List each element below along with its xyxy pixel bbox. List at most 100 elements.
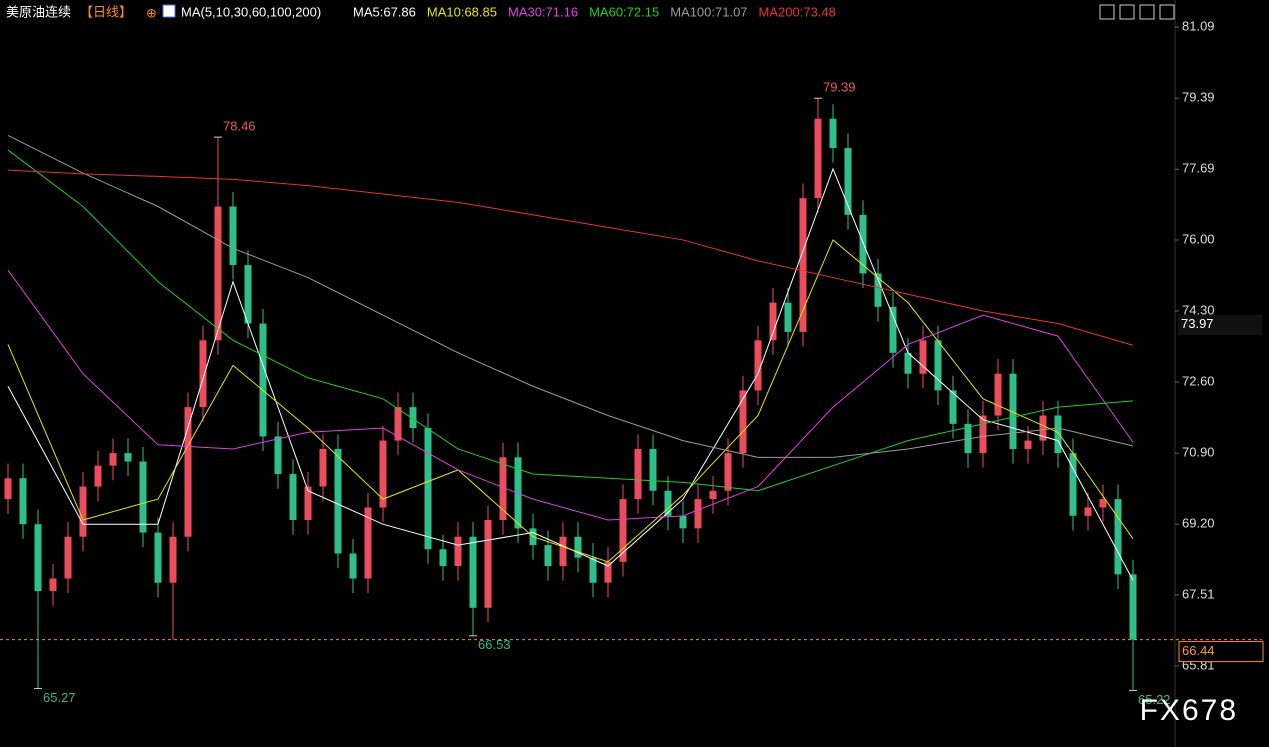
tool-button[interactable] (1099, 4, 1115, 20)
tool-button[interactable] (1119, 4, 1135, 20)
candle-body (754, 340, 762, 391)
candle-body (919, 340, 927, 374)
candle-body (1114, 499, 1122, 575)
candle-body (739, 390, 747, 454)
candle-body (949, 390, 957, 424)
candle-body (874, 273, 882, 307)
chart-icon[interactable] (162, 4, 176, 18)
candle-body (244, 265, 252, 324)
candle-body (979, 415, 987, 454)
candle-body (724, 453, 732, 491)
marker-box (1178, 314, 1262, 335)
candle-body (4, 478, 12, 500)
candle-body (679, 515, 687, 529)
legend-entry: MA60:72.15 (589, 4, 659, 19)
price-label: 66.44 (1182, 643, 1215, 658)
candle-body (709, 490, 717, 500)
candle-body (454, 536, 462, 566)
ma-line (7, 239, 1134, 563)
candle-body (1054, 415, 1062, 454)
candle-body (994, 373, 1002, 416)
tool-button[interactable] (1139, 4, 1155, 20)
candle-body (694, 499, 702, 529)
candle-body (394, 407, 402, 441)
y-tick-label: 69.20 (1182, 516, 1215, 531)
legend-entry: MA30:71.16 (508, 4, 578, 19)
candle-body (94, 465, 102, 487)
candle-body (109, 453, 117, 466)
candle-body (259, 323, 267, 437)
candle-body (559, 536, 567, 566)
candle-body (184, 407, 192, 537)
y-tick-label: 76.00 (1182, 231, 1215, 246)
y-tick-label: 70.90 (1182, 445, 1215, 460)
candle-body (889, 306, 897, 353)
candle-body (664, 490, 672, 516)
candle-body (19, 478, 27, 525)
candle-body (1129, 574, 1137, 640)
tool-button[interactable] (1159, 4, 1175, 20)
candle-body (319, 448, 327, 487)
candle-body (799, 198, 807, 332)
candle-body (829, 118, 837, 148)
candle-body (379, 440, 387, 508)
candle-body (1099, 499, 1107, 508)
extreme-label: 65.27 (43, 690, 76, 705)
marker-label: 73.97 (1181, 316, 1214, 331)
candle-body (49, 578, 57, 592)
candle-body (1084, 507, 1092, 516)
candle-body (469, 536, 477, 608)
candle-body (424, 428, 432, 550)
y-tick-label: 81.09 (1182, 19, 1215, 34)
candle-body (199, 340, 207, 408)
candle-body (214, 206, 222, 341)
candle-body (634, 448, 642, 500)
candle-body (544, 545, 552, 566)
candle-body (769, 302, 777, 341)
ma-line (7, 269, 1134, 521)
extreme-label: 79.39 (823, 80, 856, 95)
candle-body (859, 214, 867, 274)
candle-body (1024, 440, 1032, 449)
candle-body (304, 486, 312, 521)
candle-body (814, 118, 822, 199)
candle-body (289, 474, 297, 521)
indicator: MA(5,10,30,60,100,200) (181, 4, 321, 19)
candle-body (169, 536, 177, 583)
period: 【日线】 (80, 4, 132, 19)
legend-entry: MA10:68.85 (427, 4, 497, 19)
symbol: 美原油连续 (6, 4, 71, 19)
price-box (1178, 641, 1264, 663)
settings-icon[interactable]: ⊕ (146, 5, 157, 20)
candle-body (409, 407, 417, 429)
legend-entry: MA100:71.07 (670, 4, 747, 19)
candle-body (334, 448, 342, 554)
candle-body (934, 340, 942, 391)
candle-body (154, 532, 162, 583)
candle-body (439, 549, 447, 566)
candle-body (604, 561, 612, 583)
extreme-label: 78.46 (223, 119, 256, 134)
y-tick-label: 67.51 (1182, 586, 1215, 601)
candle-body (784, 302, 792, 332)
candle-body (364, 507, 372, 579)
extreme-label: 66.53 (478, 637, 511, 652)
candle-body (34, 524, 42, 592)
y-tick-label: 72.60 (1182, 374, 1215, 389)
candle-body (1069, 453, 1077, 516)
candle-body (904, 352, 912, 374)
candle-body (1039, 415, 1047, 441)
candle-body (79, 486, 87, 537)
candle-body (484, 520, 492, 608)
extreme-label: 65.22 (1138, 692, 1171, 707)
candle-body (274, 436, 282, 475)
legend-entry: MA200:73.48 (759, 4, 836, 19)
toolbar (1099, 4, 1175, 20)
watermark: FX678 (1140, 694, 1238, 727)
candle-body (844, 147, 852, 215)
ma-line (7, 134, 1134, 458)
candle-body (64, 536, 72, 579)
